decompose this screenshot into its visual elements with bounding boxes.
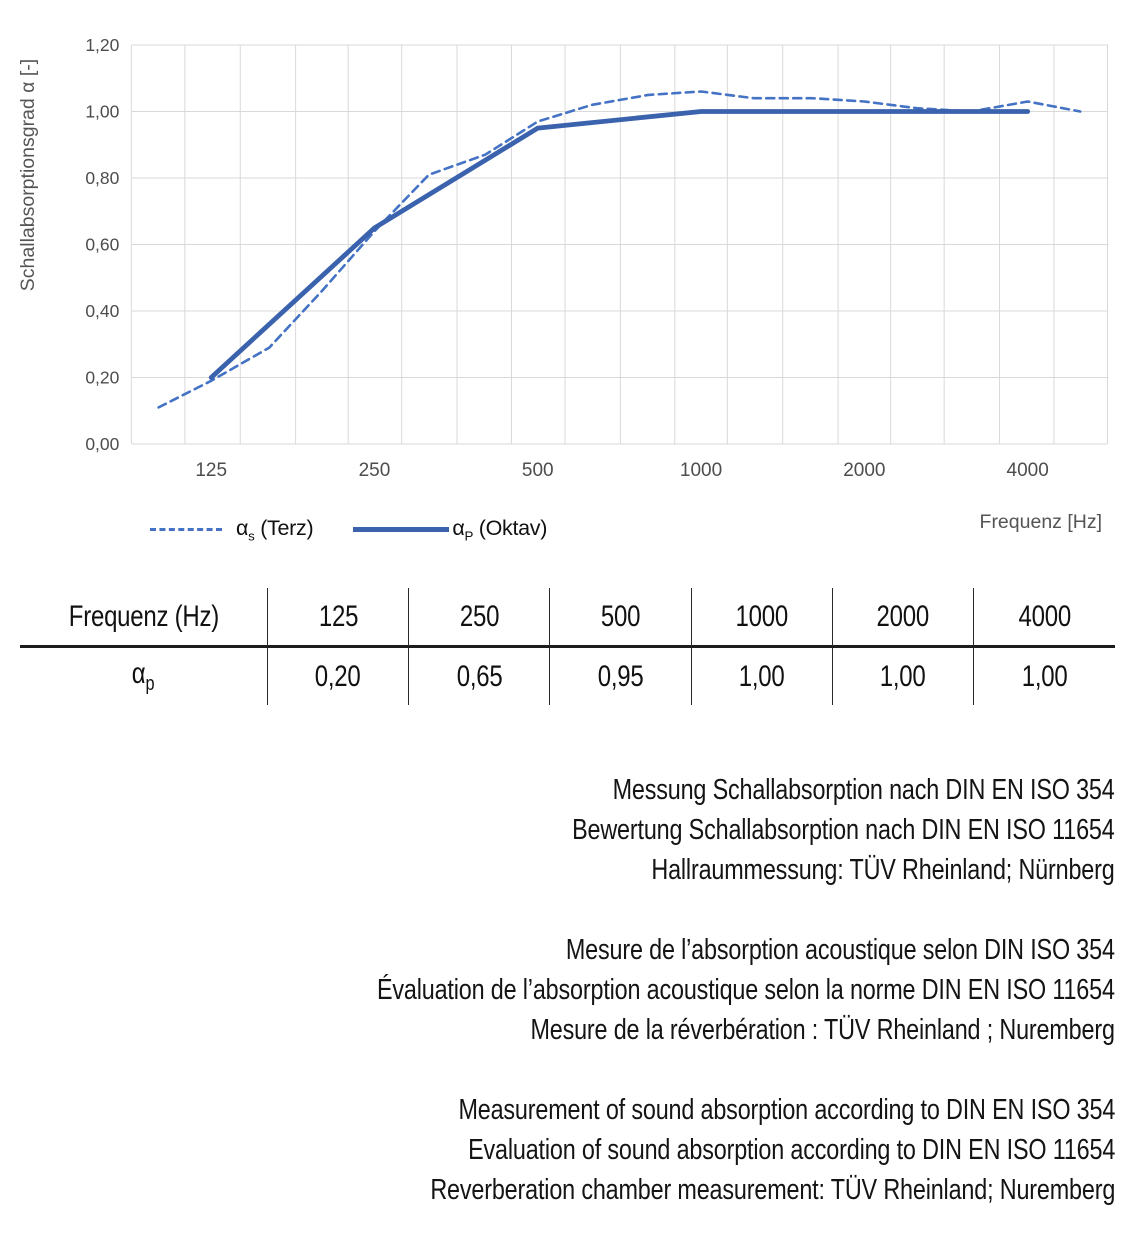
note-line: Évaluation de l’absorption acoustique se… <box>377 974 1115 1006</box>
x-tick-label: 500 <box>522 460 554 481</box>
x-tick-label: 1000 <box>680 460 722 481</box>
x-tick-label: 125 <box>195 460 227 481</box>
note-line: Measurement of sound absorption accordin… <box>458 1094 1116 1126</box>
y-tick-label: 1,20 <box>85 35 119 55</box>
table-alpha-value: 0,95 <box>550 648 692 705</box>
y-axis-title: Schallabsorptionsgrad α [-] <box>17 59 39 291</box>
note-line: Reverberation chamber measurement: TÜV R… <box>430 1174 1115 1206</box>
series-line-alpha_s_terz <box>157 90 1082 409</box>
gridlines <box>130 44 1108 445</box>
table-frequency-value: 1000 <box>691 588 833 648</box>
note-german: Messung Schallabsorption nach DIN EN ISO… <box>20 770 1115 890</box>
axis-ticks: 0,00 0,20 0,40 0,60 0,80 1,00 1,20 125 250 500 100… <box>85 35 1048 481</box>
solid-line-swatch-icon <box>353 527 450 533</box>
table-header-frequency: Frequenz (Hz) <box>20 588 268 648</box>
chart-series <box>157 90 1082 409</box>
table-alpha-value: 0,65 <box>409 648 551 705</box>
y-tick-label: 0,00 <box>85 434 119 454</box>
x-tick-label: 4000 <box>1007 460 1049 481</box>
absorption-chart: 0,00 0,20 0,40 0,60 0,80 1,00 1,20 125 250 500 100… <box>0 0 1135 570</box>
legend-label-alpha-p: αP (Oktav) <box>452 516 548 544</box>
table-row-label-alpha-p: αp <box>20 648 268 705</box>
note-line: Hallraummessung: TÜV Rheinland; Nürnberg <box>651 854 1115 886</box>
chart-canvas: 0,00 0,20 0,40 0,60 0,80 1,00 1,20 125 250 500 100… <box>17 35 1108 533</box>
note-line: Evaluation of sound absorption according… <box>467 1134 1115 1166</box>
x-tick-label: 250 <box>359 460 391 481</box>
x-tick-label: 2000 <box>843 460 885 481</box>
x-axis-title: Frequenz [Hz] <box>980 511 1102 533</box>
table-frequency-value: 250 <box>409 588 551 648</box>
y-tick-label: 0,40 <box>85 301 119 321</box>
note-english: Measurement of sound absorption accordin… <box>20 1090 1115 1210</box>
note-line: Mesure de la réverbération : TÜV Rheinla… <box>530 1014 1116 1046</box>
table-frequency-value: 2000 <box>832 588 974 648</box>
series-line-alpha_p_oktav <box>208 109 1031 380</box>
y-tick-label: 0,80 <box>85 168 119 188</box>
table-frequency-value: 125 <box>268 588 410 648</box>
chart-legend: αs (Terz) αP (Oktav) <box>150 516 547 543</box>
table-alpha-value: 1,00 <box>1021 659 1068 693</box>
legend-label-alpha-s: αs (Terz) <box>236 516 314 544</box>
note-line: Bewertung Schallabsorption nach DIN EN I… <box>572 814 1115 846</box>
note-line: Mesure de l’absorption acoustique selon … <box>566 934 1115 966</box>
y-tick-label: 1,00 <box>85 102 119 122</box>
y-tick-label: 0,60 <box>85 235 119 255</box>
legend-item-alpha-s: αs (Terz) <box>150 516 314 544</box>
table-frequency-value: 4000 <box>973 588 1115 648</box>
dashed-line-swatch-icon <box>150 528 222 532</box>
note-french: Mesure de l’absorption acoustique selon … <box>20 930 1115 1050</box>
table-alpha-value: 0,20 <box>268 648 410 705</box>
table-alpha-value: 1,00 <box>833 648 974 705</box>
legend-item-alpha-p: αP (Oktav) <box>353 516 547 543</box>
absorption-table: Frequenz (Hz) 125 250 500 1000 2000 4000… <box>20 588 1115 705</box>
table-frequency-value: 500 <box>550 588 692 648</box>
note-line: Messung Schallabsorption nach DIN EN ISO… <box>612 774 1115 806</box>
y-tick-label: 0,20 <box>85 368 119 388</box>
table-alpha-value: 1,00 <box>692 648 833 705</box>
